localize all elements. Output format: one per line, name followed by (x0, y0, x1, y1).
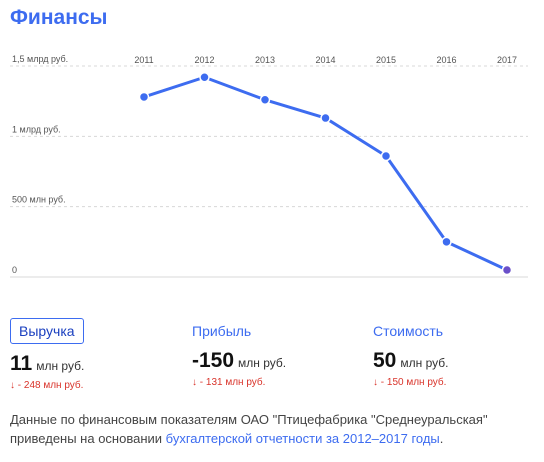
data-point (138, 91, 150, 103)
profit-tab-button[interactable]: Прибыль (192, 323, 252, 339)
x-tick-label: 2014 (315, 55, 335, 65)
profit-change: ↓ - 131 млн руб. (192, 377, 266, 388)
data-source-note: Данные по финансовым показателям ОАО "Пт… (10, 410, 535, 448)
data-point (199, 72, 210, 83)
profit-value-row: -150 млн руб. (192, 349, 286, 373)
financial-statements-link[interactable]: бухгалтерской отчетности за 2012–2017 го… (165, 431, 440, 446)
company-value-change: ↓ - 150 млн руб. (373, 377, 447, 388)
profit-unit: млн руб. (238, 356, 287, 370)
data-point (259, 94, 271, 106)
data-point (320, 112, 331, 124)
y-tick-label: 1 млрд руб. (12, 124, 61, 134)
x-tick-label: 2011 (134, 55, 153, 65)
data-source-end: . (439, 431, 444, 446)
y-tick-label: 1,5 млрд руб. (12, 54, 68, 64)
company-value-unit: млн руб. (400, 356, 449, 370)
revenue-tab-button[interactable]: Выручка (10, 318, 84, 344)
revenue-value-row: 11 млн руб. (10, 352, 84, 376)
profit-value: -150 (192, 349, 235, 372)
x-tick-label: 2016 (436, 55, 456, 65)
metrics-panel: Выручка 11 млн руб. ↓ - 248 млн руб. Приб… (0, 318, 544, 404)
metric-profit[interactable]: Прибыль -150 млн руб. ↓ - 131 млн руб. (192, 318, 286, 388)
x-tick-label: 2012 (194, 55, 214, 65)
y-tick-label: 0 (12, 265, 17, 275)
metric-value[interactable]: Стоимость 50 млн руб. ↓ - 150 млн руб. (373, 318, 448, 388)
x-tick-label: 2013 (255, 55, 275, 65)
series-line (142, 75, 509, 272)
data-point (380, 150, 392, 162)
revenue-change: ↓ - 248 млн руб. (10, 380, 84, 391)
revenue-value: 11 (10, 352, 33, 375)
y-tick-label: 500 млн руб. (12, 195, 66, 205)
company-value: 50 (373, 349, 397, 372)
x-tick-label: 2017 (497, 55, 517, 65)
value-value-row: 50 млн руб. (373, 349, 448, 373)
revenue-unit: млн руб. (36, 359, 85, 373)
x-tick-label: 2015 (376, 55, 396, 65)
data-point (441, 236, 452, 248)
data-point (501, 264, 513, 276)
revenue-line-chart: 0 500 млн руб. 1 млрд руб. 1,5 млрд руб. 201… (10, 54, 528, 278)
metric-revenue[interactable]: Выручка 11 млн руб. ↓ - 248 млн руб. (10, 318, 84, 391)
section-title: Финансы (10, 6, 108, 29)
value-tab-button[interactable]: Стоимость (373, 323, 444, 339)
data-source-text: Данные по финансовым показателям ОАО "Пт… (10, 412, 488, 446)
